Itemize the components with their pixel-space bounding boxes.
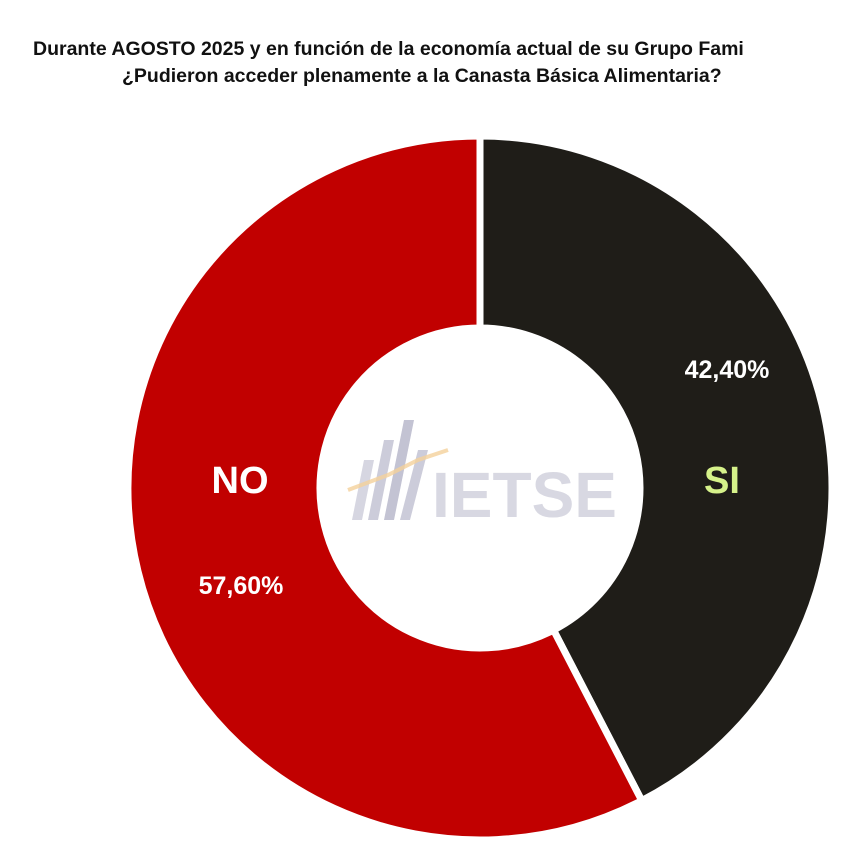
donut-slices [124,132,836,844]
chart-title-line-1: Durante AGOSTO 2025 y en función de la e… [33,38,744,60]
chart-title-line-2: ¿Pudieron acceder plenamente a la Canast… [122,65,722,87]
slice-si-value-label: 42,40% [685,356,770,384]
chart-title: Durante AGOSTO 2025 y en función de la e… [0,36,860,90]
slice-no-value-label: 57,60% [199,572,284,600]
watermark: IETSE [347,420,617,531]
slice-no [124,132,647,844]
slice-no-label: NO [212,460,269,502]
watermark-text: IETSE [432,459,617,531]
slice-labels: 42,40% SI NO 57,60% [199,356,770,600]
bar-chart-logo-icon [347,420,449,520]
slice-si-label: SI [704,460,740,502]
slice-si [476,132,836,806]
